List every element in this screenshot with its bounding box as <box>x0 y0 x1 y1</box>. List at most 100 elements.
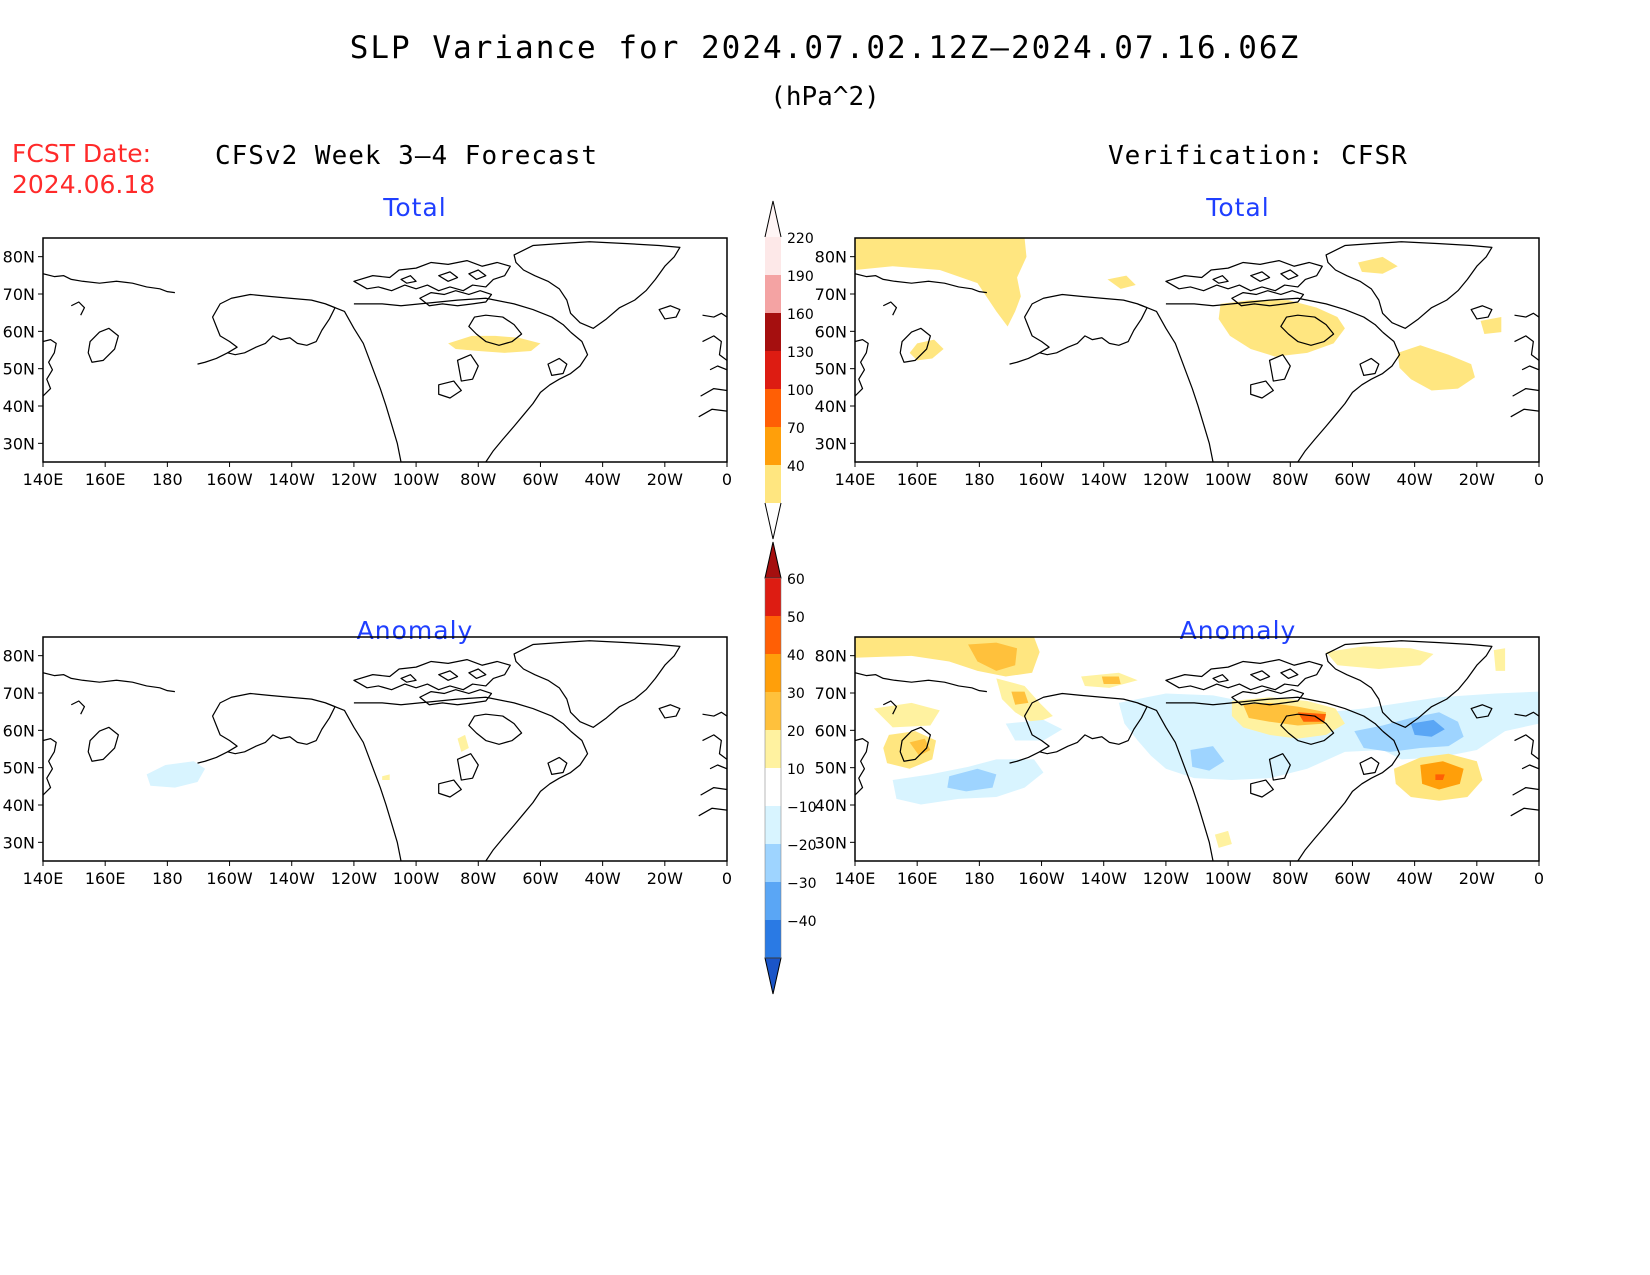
lon-tick-label: 60W <box>1334 869 1370 888</box>
color-bar-label: 160 <box>787 307 814 323</box>
shaded-region <box>909 339 944 361</box>
lon-tick-label: 80W <box>1272 869 1308 888</box>
color-bar-label: 60 <box>787 572 805 588</box>
lon-tick-label: 120W <box>331 869 378 888</box>
map-frame <box>42 237 728 463</box>
lon-tick-label: 80W <box>1272 470 1308 489</box>
color-bar-cell <box>765 313 781 351</box>
lat-tick-label: 40N <box>815 397 847 416</box>
color-bar-cell <box>765 806 781 844</box>
shaded-region <box>1011 691 1029 705</box>
lon-tick-label: 80W <box>460 869 496 888</box>
verification-anomaly-map: 140E 160E 180 160W 140W 120W 100W 80W 60W 40W 20W 0… <box>815 636 1544 888</box>
lon-tick-label: 160W <box>1018 869 1065 888</box>
lon-tick-label: 140E <box>23 869 64 888</box>
shaded-region <box>1480 317 1502 334</box>
fcst-date-value: 2024.06.18 <box>12 170 156 199</box>
color-bar-label: −30 <box>787 876 817 892</box>
lat-tick-label: 40N <box>3 796 35 815</box>
total-color-bar: 220 190 160 130 100 70 40 <box>764 200 814 540</box>
lon-tick-label: 100W <box>1205 470 1252 489</box>
color-bar-label: 30 <box>787 686 805 702</box>
shaded-region <box>855 238 1027 327</box>
lat-tick-label: 30N <box>815 833 847 852</box>
anomaly-color-bar: 60 50 40 30 20 10 −10 −20 −30 −40 <box>764 541 817 995</box>
coastline <box>43 241 727 462</box>
shaded-region <box>1005 719 1063 741</box>
lon-tick-label: 0 <box>722 869 732 888</box>
shaded-region <box>1397 345 1475 391</box>
shaded-region <box>1214 830 1232 848</box>
shaded-region <box>873 702 940 728</box>
lon-tick-label: 0 <box>1534 470 1544 489</box>
color-bar-cell <box>765 578 781 616</box>
color-bar-cell <box>765 730 781 768</box>
lon-tick-label: 40W <box>585 470 621 489</box>
units-label: (hPa^2) <box>770 82 880 112</box>
color-bar-cell <box>765 389 781 427</box>
color-bar-label: −40 <box>787 914 817 930</box>
lon-tick-label: 60W <box>1334 470 1370 489</box>
lon-tick-label: 160E <box>897 470 938 489</box>
lon-tick-label: 100W <box>1205 869 1252 888</box>
lat-tick-label: 60N <box>815 322 847 341</box>
color-bar-cell <box>765 465 781 503</box>
lat-tick-label: 40N <box>815 796 847 815</box>
map-frame <box>854 237 1540 463</box>
lon-tick-label: 160W <box>206 869 253 888</box>
lat-tick-label: 70N <box>3 684 35 703</box>
color-bar-label: 50 <box>787 610 805 626</box>
lon-tick-label: 60W <box>522 869 558 888</box>
color-bar-label: 40 <box>787 459 805 475</box>
lat-tick-label: 60N <box>815 721 847 740</box>
lat-tick-label: 60N <box>3 322 35 341</box>
shaded-region <box>1493 648 1506 671</box>
lon-tick-label: 160E <box>85 470 126 489</box>
verification-total-map: 140E 160E 180 160W 140W 120W 100W 80W 60W 40W 20W 0… <box>815 237 1544 489</box>
verification-header: Verification: CFSR <box>1108 141 1408 171</box>
shaded-region <box>1107 275 1136 289</box>
lon-tick-label: 180 <box>152 869 183 888</box>
lat-tick-label: 70N <box>3 285 35 304</box>
lon-tick-label: 20W <box>647 869 683 888</box>
coastline <box>43 640 727 861</box>
color-bar-cell <box>765 768 781 806</box>
lon-tick-label: 80W <box>460 470 496 489</box>
lon-tick-label: 160W <box>1018 470 1065 489</box>
lon-tick-label: 40W <box>585 869 621 888</box>
color-bar-label: 190 <box>787 269 814 285</box>
shaded-region <box>968 642 1018 671</box>
lat-tick-label: 80N <box>815 248 847 267</box>
shaded-region <box>1190 746 1225 771</box>
lon-tick-label: 0 <box>1534 869 1544 888</box>
lon-tick-label: 0 <box>722 470 732 489</box>
lon-tick-label: 140E <box>835 869 876 888</box>
color-bar-label: 20 <box>787 724 805 740</box>
lon-tick-label: 120W <box>1143 470 1190 489</box>
lon-tick-label: 100W <box>393 470 440 489</box>
lat-tick-label: 70N <box>815 684 847 703</box>
shaded-region <box>1435 774 1445 781</box>
shaded-region <box>1410 719 1445 737</box>
lat-tick-label: 80N <box>3 647 35 666</box>
color-bar-cell <box>765 692 781 730</box>
forecast-anomaly-label: Anomaly <box>356 616 474 645</box>
lon-tick-label: 40W <box>1397 470 1433 489</box>
shaded-region <box>1326 646 1434 669</box>
color-bar-label: 10 <box>787 762 805 778</box>
verification-total-label: Total <box>1206 193 1270 222</box>
shaded-region <box>947 768 997 792</box>
color-bar-label: 40 <box>787 648 805 664</box>
lon-tick-label: 140W <box>1081 869 1128 888</box>
shaded-region <box>1358 256 1398 274</box>
color-bar-cell <box>765 844 781 882</box>
shaded-region <box>1218 300 1345 357</box>
lon-tick-label: 40W <box>1397 869 1433 888</box>
map-frame <box>42 636 728 862</box>
chart-title: SLP Variance for 2024.07.02.12Z–2024.07.… <box>349 30 1301 66</box>
color-bar-cell <box>765 351 781 389</box>
color-bar-label: −20 <box>787 838 817 854</box>
lon-tick-label: 20W <box>1459 869 1495 888</box>
lon-tick-label: 140W <box>269 470 316 489</box>
